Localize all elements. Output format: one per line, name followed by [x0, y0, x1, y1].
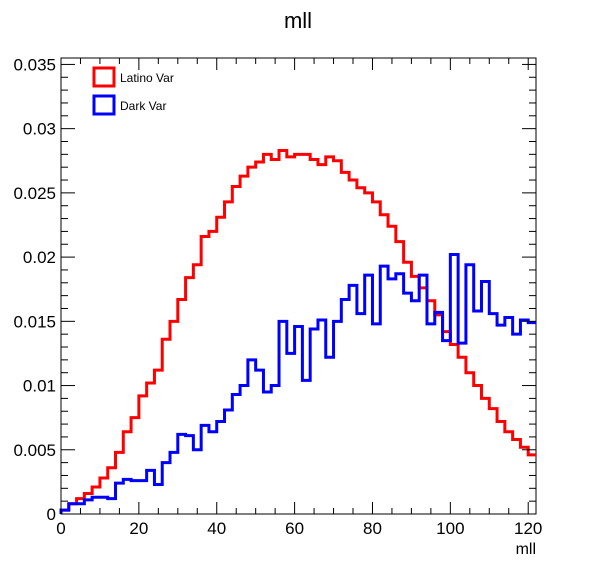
x-axis-label: mll [516, 541, 536, 558]
legend-swatch-0 [92, 66, 116, 88]
x-tick-label: 80 [363, 519, 382, 538]
series-dark-var [59, 253, 536, 514]
legend: Latino Var Dark Var [92, 66, 174, 116]
x-tick-label: 40 [207, 519, 226, 538]
legend-label-1: Dark Var [120, 99, 166, 113]
y-tick-label: 0.015 [13, 312, 56, 331]
y-tick-label: 0.035 [13, 55, 56, 74]
plot-frame [60, 57, 537, 515]
y-tick-label: 0.03 [23, 120, 56, 139]
y-tick-label: 0.02 [23, 248, 56, 267]
axes-group: 0 20 40 60 80 100 120 0 0.005 0.01 0.015 0.02 0.025 0… [13, 55, 542, 538]
y-tick-label: 0.025 [13, 184, 56, 203]
x-tick-label: 120 [514, 519, 542, 538]
series-line-1 [59, 253, 536, 514]
plot-frame-group [60, 57, 537, 515]
legend-label-0: Latino Var [120, 71, 174, 85]
x-tick-label: 0 [56, 519, 65, 538]
chart-title: mll [284, 8, 312, 33]
x-tick-label: 100 [436, 519, 464, 538]
y-tick-label: 0.005 [13, 441, 56, 460]
x-tick-label: 60 [285, 519, 304, 538]
legend-swatch-1 [92, 94, 116, 116]
y-tick-label: 0 [47, 505, 56, 524]
x-tick-label: 20 [129, 519, 148, 538]
y-tick-label: 0.01 [23, 377, 56, 396]
